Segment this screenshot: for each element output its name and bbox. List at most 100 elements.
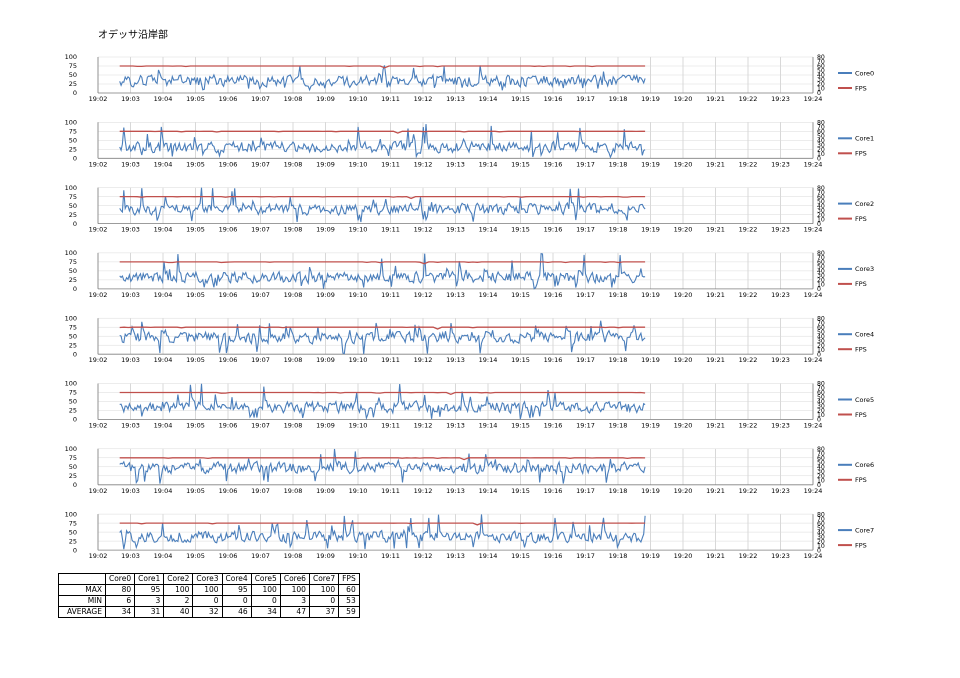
y-tick-label: 0: [73, 220, 77, 228]
y-right-tick-label: 0: [817, 286, 821, 293]
x-tick-label: 19:07: [251, 487, 270, 495]
x-tick-label: 19:22: [739, 422, 758, 430]
x-tick-label: 19:05: [186, 95, 205, 103]
x-tick-label: 19:08: [284, 226, 303, 234]
y-tick-label: 100: [65, 184, 77, 192]
x-tick-label: 19:17: [576, 226, 595, 234]
legend-label-fps: FPS: [855, 280, 867, 288]
stats-cell: 60: [338, 584, 360, 596]
y-tick-label: 50: [69, 528, 77, 536]
stats-cell: 3: [279, 595, 310, 607]
x-tick-label: 19:07: [251, 422, 270, 430]
y-right-tick-label: 40: [817, 529, 825, 536]
x-tick-label: 19:19: [641, 487, 660, 495]
x-tick-label: 19:12: [414, 95, 433, 103]
x-tick-label: 19:14: [479, 552, 498, 560]
stats-cell: 32: [192, 606, 223, 618]
y-right-tick-label: 60: [817, 129, 825, 136]
stats-cell: 0: [250, 595, 281, 607]
x-tick-label: 19:11: [381, 422, 400, 430]
y-right-tick-label: 30: [817, 77, 825, 84]
chart-core4: 19:02 19:03 19:04 19:05 19:06 19:07 19:08 19:09…: [65, 314, 875, 364]
x-tick-label: 19:21: [706, 160, 725, 168]
series-core6: [119, 448, 646, 485]
x-tick-label: 19:06: [219, 160, 238, 168]
x-tick-label: 19:17: [576, 422, 595, 430]
x-tick-label: 19:20: [674, 160, 693, 168]
y-right-tick-label: 20: [817, 81, 825, 88]
series-core3: [119, 253, 646, 290]
y-right-tick-label: 80: [817, 315, 825, 322]
y-tick-label: 25: [69, 537, 77, 545]
y-right-tick-label: 70: [817, 189, 825, 196]
x-tick-label: 19:22: [739, 291, 758, 299]
y-right-tick-label: 0: [817, 221, 821, 228]
series-core1: [119, 124, 646, 159]
stats-header-core1: Core1: [134, 573, 165, 585]
x-tick-label: 19:18: [609, 160, 628, 168]
y-right-tick-label: 10: [817, 216, 825, 223]
y-right-tick-label: 60: [817, 259, 825, 266]
y-right-tick-label: 70: [817, 255, 825, 262]
legend-label-fps: FPS: [855, 215, 867, 223]
y-right-tick-label: 20: [817, 342, 825, 349]
x-tick-label: 19:08: [284, 422, 303, 430]
x-tick-label: 19:06: [219, 487, 238, 495]
y-tick-label: 75: [69, 389, 77, 397]
x-tick-label: 19:21: [706, 356, 725, 364]
stats-cell: 46: [221, 606, 252, 618]
x-tick-label: 19:09: [316, 226, 335, 234]
x-tick-label: 19:05: [186, 356, 205, 364]
x-tick-label: 19:23: [771, 487, 790, 495]
stats-cell: 31: [134, 606, 165, 618]
x-tick-label: 19:12: [414, 226, 433, 234]
series-fps: [119, 522, 646, 526]
x-tick-label: 19:04: [154, 291, 173, 299]
x-tick-label: 19:19: [641, 356, 660, 364]
y-right-tick-label: 0: [817, 156, 821, 163]
x-tick-label: 19:14: [479, 95, 498, 103]
y-tick-label: 75: [69, 323, 77, 331]
x-tick-label: 19:10: [349, 487, 368, 495]
x-tick-label: 19:16: [544, 422, 563, 430]
stats-row-min: MIN 6 3 2 0 0 0 3 0 53: [58, 595, 360, 607]
x-tick-label: 19:10: [349, 95, 368, 103]
x-tick-label: 19:05: [186, 422, 205, 430]
x-tick-label: 19:05: [186, 291, 205, 299]
y-tick-label: 25: [69, 80, 77, 88]
x-tick-label: 19:06: [219, 226, 238, 234]
x-tick-label: 19:16: [544, 487, 563, 495]
stats-cell: 100: [308, 584, 340, 596]
x-tick-label: 19:03: [121, 95, 140, 103]
x-tick-label: 19:16: [544, 160, 563, 168]
y-tick-label: 100: [65, 510, 77, 518]
y-right-tick-label: 30: [817, 469, 825, 476]
series-fps: [119, 326, 646, 330]
x-tick-label: 19:03: [121, 356, 140, 364]
x-tick-label: 19:14: [479, 291, 498, 299]
x-tick-label: 19:21: [706, 552, 725, 560]
x-tick-label: 19:03: [121, 422, 140, 430]
y-tick-label: 50: [69, 463, 77, 471]
x-tick-label: 19:04: [154, 356, 173, 364]
series-fps: [119, 195, 646, 200]
y-right-tick-label: 40: [817, 399, 825, 406]
y-right-tick-label: 10: [817, 347, 825, 354]
x-tick-label: 19:14: [479, 160, 498, 168]
y-right-tick-label: 60: [817, 324, 825, 331]
x-tick-label: 19:09: [316, 160, 335, 168]
y-right-tick-label: 0: [817, 351, 821, 358]
x-tick-label: 19:06: [219, 552, 238, 560]
chart-core0: 19:02 19:03 19:04 19:05 19:06 19:07 19:08 19:09…: [65, 53, 875, 103]
x-tick-label: 19:07: [251, 160, 270, 168]
y-right-tick-label: 30: [817, 338, 825, 345]
legend-label-core: Core4: [855, 331, 874, 339]
x-tick-label: 19:09: [316, 552, 335, 560]
x-tick-label: 19:10: [349, 552, 368, 560]
y-right-tick-label: 80: [817, 511, 825, 518]
y-right-tick-label: 20: [817, 538, 825, 545]
x-tick-label: 19:18: [609, 356, 628, 364]
x-tick-label: 19:11: [381, 226, 400, 234]
x-tick-label: 19:02: [89, 552, 108, 560]
